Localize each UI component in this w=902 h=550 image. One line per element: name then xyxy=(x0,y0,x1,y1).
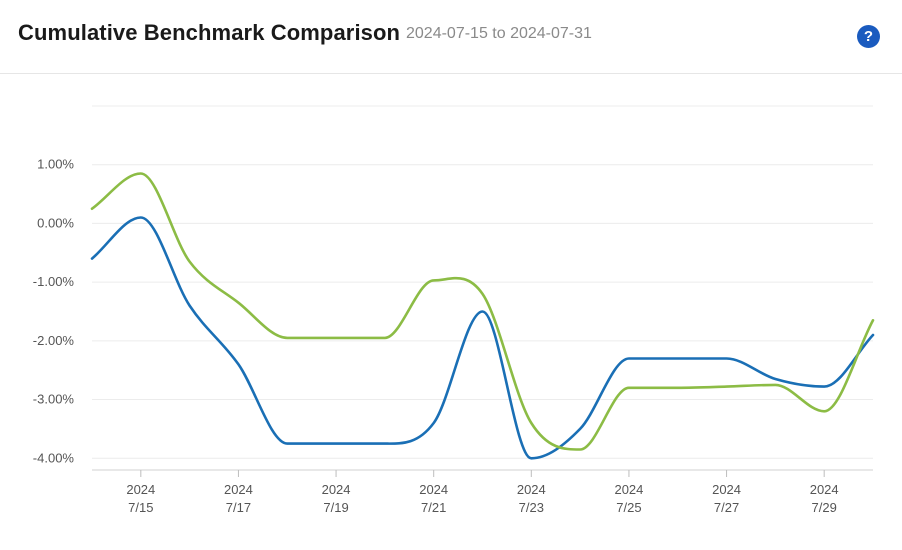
x-tick-label-year: 2024 xyxy=(614,482,643,497)
y-tick-label: 1.00% xyxy=(37,157,74,172)
y-tick-label: -3.00% xyxy=(33,392,75,407)
widget-header: Cumulative Benchmark Comparison 2024-07-… xyxy=(0,0,902,74)
x-tick-label-day: 7/15 xyxy=(128,500,153,515)
chart-title: Cumulative Benchmark Comparison xyxy=(18,20,401,45)
x-tick-label-year: 2024 xyxy=(126,482,155,497)
x-tick-label-year: 2024 xyxy=(224,482,253,497)
y-tick-label: -4.00% xyxy=(33,450,75,465)
x-tick-label-year: 2024 xyxy=(419,482,448,497)
date-range: 2024-07-15 to 2024-07-31 xyxy=(406,25,592,42)
x-tick-label-year: 2024 xyxy=(712,482,741,497)
x-tick-label-day: 7/23 xyxy=(519,500,544,515)
series-line-green xyxy=(90,172,875,451)
y-tick-label: 0.00% xyxy=(37,215,74,230)
x-tick-label-day: 7/27 xyxy=(714,500,739,515)
x-tick-label-day: 7/25 xyxy=(616,500,641,515)
x-tick-label-day: 7/19 xyxy=(323,500,348,515)
x-tick-label-year: 2024 xyxy=(322,482,351,497)
y-tick-label: -1.00% xyxy=(33,274,75,289)
x-tick-label-day: 7/29 xyxy=(812,500,837,515)
x-tick-label-year: 2024 xyxy=(810,482,839,497)
help-icon[interactable]: ? xyxy=(857,25,880,48)
x-tick-label-year: 2024 xyxy=(517,482,546,497)
x-tick-label-day: 7/17 xyxy=(226,500,251,515)
series-line-blue xyxy=(90,216,875,460)
x-tick-label-day: 7/21 xyxy=(421,500,446,515)
y-tick-label: -2.00% xyxy=(33,333,75,348)
